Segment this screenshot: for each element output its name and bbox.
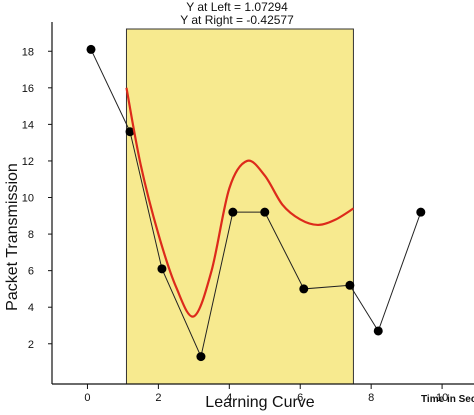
axes <box>51 22 474 385</box>
data-point <box>345 280 355 290</box>
annotation-y-left: Y at Left = 1.07294 <box>186 0 288 14</box>
y-axis-label: Packet Transmission <box>4 163 21 311</box>
x-tick-label: 2 <box>155 392 161 404</box>
x-axis-unit-label: Time in Sec <box>421 394 474 405</box>
y-tick-label: 2 <box>28 339 34 351</box>
y-tick-label: 10 <box>22 193 34 205</box>
x-tick-label: 0 <box>84 392 90 404</box>
data-point <box>196 352 206 362</box>
data-point <box>373 326 383 336</box>
x-axis-label: Learning Curve <box>205 394 315 411</box>
data-point <box>157 264 167 274</box>
y-tick-label: 18 <box>22 46 34 58</box>
y-tick-label: 16 <box>22 83 34 95</box>
series-group <box>86 44 426 362</box>
y-tick-label: 14 <box>22 119 34 131</box>
data-point <box>125 127 135 137</box>
y-tick-label: 12 <box>22 156 34 168</box>
tick-marks: 0 2 4 6 8 10 2 4 6 8 10 12 14 16 18 <box>22 46 448 404</box>
curve-series-line <box>125 87 355 318</box>
marker-series-line <box>90 49 422 359</box>
y-tick-label: 4 <box>28 302 34 314</box>
y-tick-label: 6 <box>28 266 34 278</box>
x-tick-label: 10 <box>436 392 448 404</box>
data-point <box>260 207 270 217</box>
data-point <box>299 284 309 294</box>
highlight-region <box>125 28 354 385</box>
annotation-y-right: Y at Right = -0.42577 <box>180 13 294 27</box>
data-point <box>86 44 96 54</box>
x-tick-label: 4 <box>226 392 232 404</box>
y-tick-label: 8 <box>28 229 34 241</box>
x-tick-label: 8 <box>368 392 374 404</box>
data-point <box>416 207 426 217</box>
x-tick-label: 6 <box>297 392 303 404</box>
data-point <box>228 207 238 217</box>
